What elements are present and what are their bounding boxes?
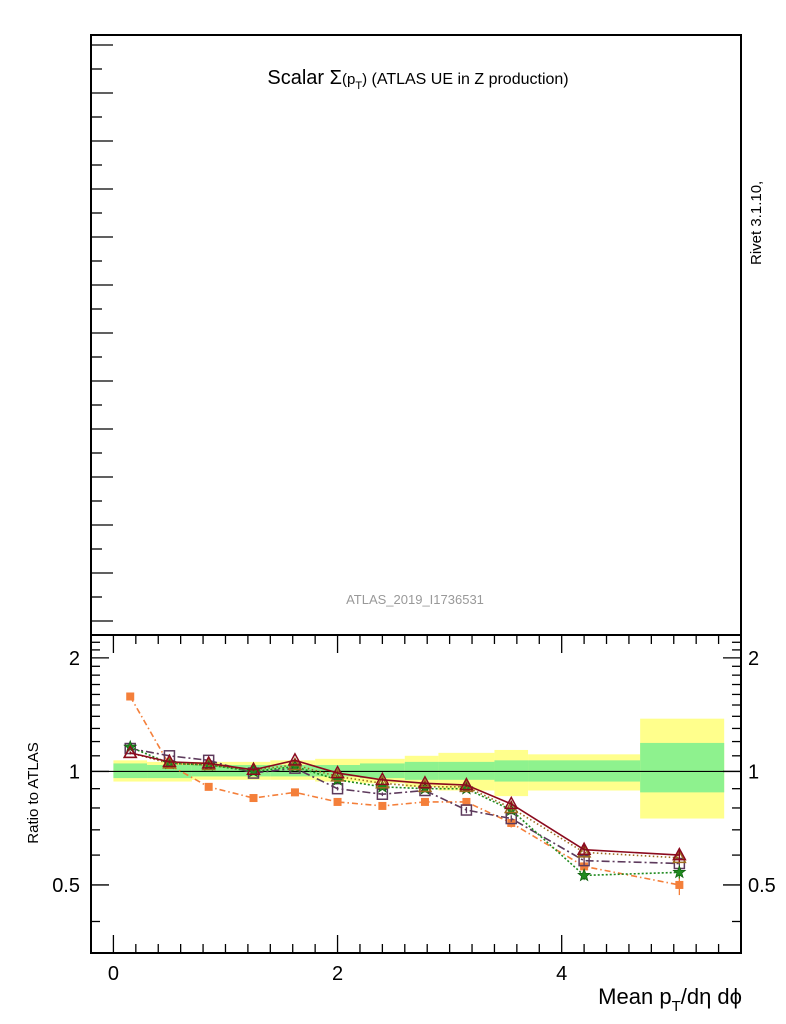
x-tick-label: 4 bbox=[556, 963, 567, 985]
data-point bbox=[375, 775, 390, 789]
data-point bbox=[460, 804, 473, 816]
series-line bbox=[129, 746, 680, 877]
data-point bbox=[331, 782, 344, 795]
inner-band bbox=[191, 764, 226, 777]
data-point bbox=[287, 752, 303, 766]
ratio-axes: 0 2 4 0.5 0.5 1 1 2 2 bbox=[52, 635, 776, 985]
data-point bbox=[503, 795, 519, 810]
x-axis-label: Mean pT/dη dϕ bbox=[598, 984, 742, 1015]
x-tick-label: 2 bbox=[332, 963, 343, 985]
data-point bbox=[375, 771, 390, 786]
data-point bbox=[378, 801, 387, 810]
data-point bbox=[459, 777, 474, 791]
y-axis-label: Ratio to ATLAS bbox=[25, 742, 42, 843]
data-point bbox=[246, 761, 261, 776]
series-group bbox=[122, 744, 687, 863]
data-point bbox=[672, 849, 687, 864]
series-group bbox=[126, 692, 684, 896]
data-point bbox=[417, 775, 433, 789]
data-point bbox=[577, 868, 592, 882]
data-point bbox=[126, 692, 135, 701]
y-tick-label: 2 bbox=[69, 648, 80, 670]
data-point bbox=[505, 812, 518, 825]
mc-series bbox=[122, 692, 687, 896]
y-tick-label-right: 0.5 bbox=[748, 875, 776, 897]
x-tick-label: 0 bbox=[108, 963, 119, 985]
data-point bbox=[672, 864, 687, 879]
data-point bbox=[162, 753, 177, 768]
y-tick-label-right: 2 bbox=[748, 648, 759, 670]
data-point bbox=[675, 880, 684, 889]
data-point bbox=[576, 844, 592, 858]
inner-band bbox=[113, 763, 148, 779]
data-point bbox=[420, 797, 429, 806]
ratio-panel-frame bbox=[90, 634, 742, 954]
plot-title: Scalar Σ(pT) (ATLAS UE in Z production) bbox=[267, 67, 568, 92]
upper-panel-ticks bbox=[91, 44, 113, 622]
data-point bbox=[330, 768, 345, 782]
data-point bbox=[576, 841, 592, 855]
y-tick-label-right: 1 bbox=[748, 761, 759, 783]
data-point bbox=[417, 778, 433, 793]
data-point bbox=[503, 799, 519, 814]
data-point bbox=[672, 847, 687, 861]
data-point bbox=[249, 794, 258, 803]
series-line bbox=[129, 696, 680, 886]
data-point bbox=[287, 756, 303, 771]
y-tick-label: 0.5 bbox=[52, 875, 80, 897]
data-point bbox=[290, 788, 299, 797]
data-point bbox=[201, 755, 216, 769]
series-line bbox=[130, 752, 680, 856]
inner-band bbox=[359, 763, 405, 779]
data-point bbox=[330, 764, 345, 779]
data-point bbox=[204, 782, 213, 791]
rivet-version-label: Rivet 3.1.10, bbox=[748, 181, 765, 265]
y-tick-label: 1 bbox=[69, 761, 80, 783]
data-point bbox=[462, 797, 471, 806]
data-point bbox=[122, 744, 138, 759]
analysis-watermark: ATLAS_2019_I1736531 bbox=[346, 592, 484, 607]
upper-panel-frame bbox=[90, 34, 742, 636]
inner-band bbox=[640, 742, 725, 793]
series-line bbox=[130, 752, 680, 859]
data-point bbox=[333, 797, 342, 806]
